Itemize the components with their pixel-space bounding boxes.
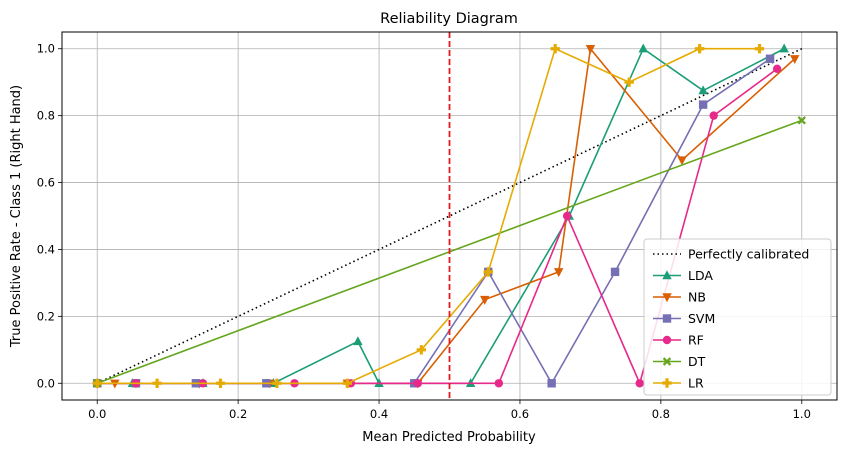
data-point-lr	[215, 378, 226, 388]
legend: Perfectly calibrated LDA NB SVM RF DT LR	[643, 238, 832, 396]
y-axis-label: True Positive Rate - Class 1 (Right Hand…	[9, 85, 24, 348]
data-point-lr	[754, 44, 765, 54]
data-point-rf	[709, 111, 718, 120]
legend-label: RF	[688, 333, 704, 348]
data-point-rf	[562, 211, 572, 221]
data-point-lda	[779, 43, 789, 53]
legend-box	[643, 238, 832, 396]
x-tick-label: 1.0	[793, 407, 811, 421]
series-lr	[92, 44, 765, 388]
data-point-lda	[353, 336, 363, 346]
data-point-lr	[272, 378, 282, 388]
y-tick-label: 1.0	[37, 42, 55, 56]
data-point-nb	[677, 156, 687, 166]
data-point-lr	[152, 378, 162, 388]
legend-label: LR	[688, 376, 704, 391]
legend-item: LR	[653, 376, 704, 391]
plot-frame	[61, 31, 838, 401]
data-point-svm	[765, 54, 775, 63]
data-point-lr	[342, 378, 353, 388]
y-tick-label: 0.2	[37, 309, 55, 323]
data-point-svm	[610, 267, 620, 277]
legend-marker	[662, 335, 672, 345]
legend-marker	[662, 314, 672, 323]
data-point-nb	[554, 268, 564, 278]
chart-title: Reliability Diagram	[380, 11, 518, 27]
legend-label: SVM	[688, 311, 715, 326]
y-tick-label: 0.8	[37, 109, 55, 123]
legend-item: Perfectly calibrated	[653, 247, 809, 262]
legend-label: Perfectly calibrated	[688, 247, 809, 262]
data-point-lr	[416, 345, 427, 355]
data-point-dt	[797, 116, 806, 125]
legend-marker	[662, 293, 672, 303]
x-tick-label: 0.4	[370, 407, 388, 421]
x-tick-label: 0.2	[229, 407, 247, 421]
legend-item: DT	[653, 354, 706, 369]
legend-marker	[662, 378, 672, 388]
y-axis-ticks: 0.0 0.2 0.4 0.6 0.8 1.0	[37, 42, 62, 390]
data-point-lr	[92, 378, 102, 388]
data-point-svm	[547, 379, 556, 388]
data-point-nb	[790, 55, 800, 64]
data-point-rf	[494, 379, 504, 388]
data-point-lr	[624, 77, 634, 87]
x-axis-label: Mean Predicted Probability	[362, 430, 536, 445]
data-point-rf	[413, 379, 422, 388]
data-point-lr	[483, 267, 493, 277]
legend-label: NB	[688, 290, 706, 305]
legend-item: NB	[653, 290, 706, 305]
legend-marker	[662, 357, 672, 366]
data-point-nb	[480, 295, 490, 305]
data-point-lda	[638, 43, 648, 53]
x-tick-label: 0.0	[88, 407, 106, 421]
legend-label: LDA	[688, 268, 713, 283]
data-point-rf	[635, 379, 644, 388]
data-point-lr	[694, 44, 705, 54]
legend-item: RF	[653, 333, 704, 348]
x-axis-ticks: 0.0 0.2 0.4 0.6 0.8 1.0	[88, 400, 811, 421]
legend-marker	[662, 270, 672, 280]
legend-item: SVM	[653, 311, 715, 326]
data-point-svm	[698, 100, 708, 109]
y-tick-label: 0.0	[37, 376, 55, 390]
legend-label: DT	[688, 354, 706, 369]
y-tick-label: 0.4	[37, 242, 55, 256]
x-tick-label: 0.8	[652, 407, 670, 421]
data-point-lr	[550, 44, 560, 54]
data-point-lda	[698, 85, 708, 95]
legend-item: LDA	[653, 268, 713, 283]
data-point-rf	[772, 64, 782, 74]
y-tick-label: 0.6	[37, 176, 55, 190]
x-tick-label: 0.6	[511, 407, 529, 421]
data-point-nb	[585, 45, 596, 54]
